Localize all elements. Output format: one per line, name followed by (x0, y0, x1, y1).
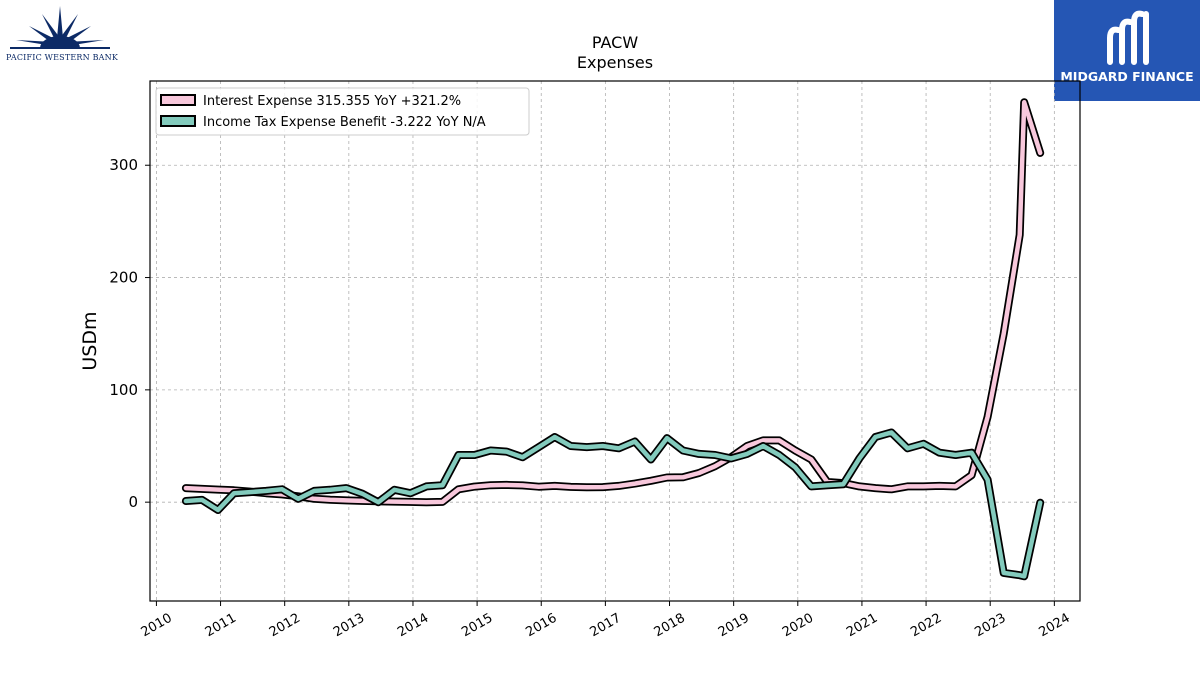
legend-label-1: Income Tax Expense Benefit -3.222 YoY N/… (203, 115, 486, 130)
y-tick-label: 300 (109, 156, 138, 174)
legend-swatch-1 (160, 115, 196, 127)
y-tick-label: 200 (109, 269, 138, 287)
legend-swatch-0 (160, 94, 196, 106)
chart-legend: Interest Expense 315.355 YoY +321.2% Inco… (155, 87, 530, 136)
x-tick-label: 2010 (139, 611, 175, 641)
x-tick-label: 2017 (588, 611, 624, 641)
x-tick-label: 2019 (716, 611, 752, 641)
midgard-m-logo-icon (1107, 10, 1149, 65)
pacific-western-bank-logo: PACIFIC WESTERN BANK (2, 4, 118, 66)
x-tick-label: 2015 (459, 611, 495, 641)
legend-box (155, 87, 530, 136)
x-tick-label: 2012 (267, 611, 303, 641)
x-tick-label: 2020 (780, 611, 816, 641)
bank-name-text: PACIFIC WESTERN BANK (6, 53, 118, 62)
x-tick-label: 2021 (844, 611, 880, 641)
x-tick-label: 2023 (972, 611, 1008, 641)
sunburst-logo-icon (10, 6, 110, 49)
series-line-1 (183, 430, 1043, 579)
plot-area-frame (149, 80, 1081, 602)
y-tick-label: 0 (128, 493, 138, 511)
chart-title: PACW (592, 33, 638, 52)
series-line-0 (183, 100, 1043, 505)
chart-subtitle: Expenses (577, 53, 653, 72)
midgard-finance-logo: MIDGARD FINANCE (1054, 0, 1200, 101)
midgard-finance-text: MIDGARD FINANCE (1060, 69, 1194, 84)
series-outline-1 (181, 428, 1045, 581)
x-tick-label: 2011 (203, 611, 239, 641)
y-axis-label: USDm (79, 311, 101, 370)
legend-label-0: Interest Expense 315.355 YoY +321.2% (203, 94, 461, 109)
x-tick-label: 2014 (395, 611, 431, 641)
x-tick-label: 2016 (523, 611, 559, 641)
x-tick-label: 2022 (908, 611, 944, 641)
series-lines (181, 98, 1045, 581)
series-outline-0 (181, 98, 1045, 507)
grid-lines (150, 81, 1080, 601)
y-tick-label: 100 (109, 381, 138, 399)
x-tick-label: 2013 (331, 611, 367, 641)
x-tick-label: 2018 (652, 611, 688, 641)
axes: 2010 2011 2012 2013 2014 2015 2016 2017 2018 2019… (109, 156, 1072, 640)
x-tick-label: 2024 (1037, 611, 1073, 641)
